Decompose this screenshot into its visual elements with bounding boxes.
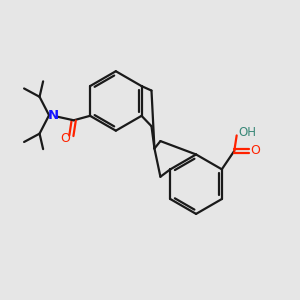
Text: O: O: [60, 132, 70, 145]
Text: O: O: [250, 144, 260, 158]
Text: N: N: [48, 109, 59, 122]
Text: OH: OH: [238, 126, 256, 139]
